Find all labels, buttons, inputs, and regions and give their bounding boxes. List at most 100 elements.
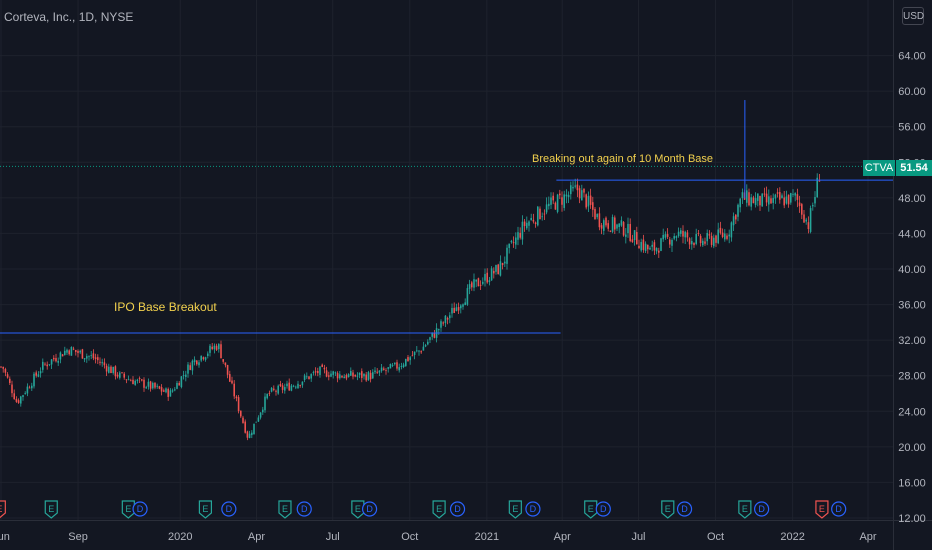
candle-body (752, 197, 755, 204)
earnings-icon[interactable] (351, 500, 365, 519)
candle-body (449, 315, 451, 319)
earnings-icon[interactable] (121, 500, 135, 519)
earnings-icon[interactable] (198, 500, 212, 519)
candle-body (387, 367, 389, 369)
dividend-icon[interactable] (831, 501, 847, 517)
event-label: E (742, 504, 748, 514)
candle-body (191, 360, 194, 371)
candle-body (215, 345, 218, 350)
candle-body (545, 204, 548, 213)
candle-body (363, 373, 365, 377)
candle-body (548, 203, 550, 207)
time-axis[interactable]: Jun Sep 2020 Apr Jul Oct 2021 Apr Jul Oct 2022 Apr (0, 531, 877, 543)
candle-body (209, 345, 211, 353)
candle-body (66, 349, 68, 353)
candle-body (369, 372, 372, 380)
candle-body (686, 232, 689, 238)
candle-body (185, 374, 187, 377)
candle-body (31, 385, 33, 389)
candle-body (290, 385, 293, 391)
candle-body (297, 383, 299, 389)
candle-body (649, 247, 651, 250)
candle-body (499, 261, 502, 276)
earnings-icon[interactable] (44, 500, 58, 519)
candle-body (292, 385, 295, 387)
event-label: D (530, 504, 537, 514)
earnings-icon[interactable] (278, 500, 292, 519)
earnings-icon[interactable] (0, 500, 6, 519)
candle-body (308, 376, 310, 380)
candle-body (816, 177, 818, 198)
candle-body (598, 213, 601, 228)
candle-body (372, 372, 374, 379)
candle-body (526, 222, 528, 229)
candle-body (389, 364, 392, 369)
candle-body (237, 397, 240, 412)
dividend-icon[interactable] (595, 501, 611, 517)
earnings-icon[interactable] (661, 500, 675, 519)
candle-body (530, 217, 532, 221)
candle-body (180, 376, 183, 388)
event-label: D (301, 504, 308, 514)
event-label: D (137, 504, 144, 514)
annotation-ipo-base-breakout[interactable]: IPO Base Breakout (114, 300, 217, 314)
candle-body (622, 222, 625, 236)
dividend-icon[interactable] (132, 501, 148, 517)
candle-body (695, 234, 697, 244)
time-tick-label: Oct (401, 531, 418, 543)
time-tick-label: Jun (0, 531, 10, 543)
dividend-icon[interactable] (676, 501, 693, 517)
earnings-icon[interactable] (738, 500, 752, 519)
dividend-icon[interactable] (361, 501, 378, 517)
price-axis[interactable]: 12.00 16.00 20.00 24.00 28.00 32.00 36.00 40.00… (898, 51, 926, 525)
price-tick-label: 60.00 (898, 86, 926, 98)
candle-body (757, 193, 759, 201)
candle-body (739, 198, 741, 208)
earnings-icon[interactable] (584, 500, 598, 519)
candle-body (429, 337, 431, 340)
candle-body (141, 379, 143, 381)
candle-body (391, 365, 394, 366)
candle-body (801, 204, 803, 215)
event-label: E (282, 504, 288, 514)
event-label: E (0, 504, 2, 514)
candle-body (464, 302, 466, 306)
candle-body (583, 188, 585, 193)
candle-body (332, 371, 334, 375)
dividend-icon[interactable] (221, 501, 237, 517)
candle-body (361, 371, 363, 378)
annotation-breaking-out[interactable]: Breaking out again of 10 Month Base (532, 153, 714, 165)
candle-body (537, 206, 539, 226)
candle-body (554, 202, 557, 210)
event-markers[interactable]: EEEDEDEDEDEDEDEDEDEDED (0, 500, 847, 519)
dividend-icon[interactable] (296, 501, 312, 517)
candle-body (299, 385, 301, 386)
candle-body (46, 364, 48, 367)
earnings-icon[interactable] (432, 500, 446, 519)
candle-body (53, 357, 55, 360)
dividend-icon[interactable] (449, 501, 466, 517)
candle-body (347, 374, 350, 378)
candle-body (618, 223, 620, 228)
candle-body (231, 380, 233, 384)
candle-body (86, 356, 88, 359)
candle-body (556, 194, 559, 212)
candle-body (497, 264, 499, 275)
candle-body (268, 392, 271, 394)
dividend-icon[interactable] (525, 501, 541, 517)
candle-body (528, 221, 530, 226)
candle-body (418, 350, 420, 352)
earnings-icon[interactable] (508, 500, 522, 519)
earnings-icon[interactable] (815, 500, 829, 519)
currency-button[interactable]: USD (902, 7, 924, 25)
candle-body (730, 222, 733, 238)
candle-body (673, 236, 675, 239)
candle-body (693, 242, 695, 246)
candle-body (675, 236, 678, 238)
candle-body (655, 247, 658, 252)
dividend-icon[interactable] (754, 501, 770, 517)
candle-body (88, 355, 90, 357)
candle-body (37, 374, 40, 377)
